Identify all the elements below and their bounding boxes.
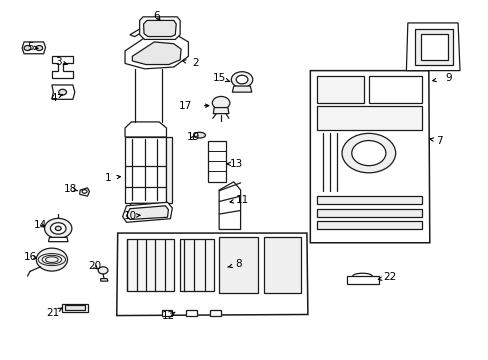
Ellipse shape — [82, 190, 87, 193]
Polygon shape — [140, 17, 180, 40]
Ellipse shape — [341, 134, 395, 173]
Text: 3: 3 — [55, 57, 61, 67]
Text: 9: 9 — [444, 73, 451, 83]
Text: 5: 5 — [27, 42, 34, 52]
Ellipse shape — [44, 219, 72, 238]
Bar — [316, 209, 421, 217]
Polygon shape — [101, 279, 108, 281]
Ellipse shape — [59, 89, 66, 95]
Text: 2: 2 — [192, 58, 199, 68]
Text: 18: 18 — [63, 184, 77, 194]
Polygon shape — [125, 33, 188, 69]
Polygon shape — [125, 122, 166, 137]
Ellipse shape — [231, 72, 252, 87]
Text: 8: 8 — [235, 259, 242, 269]
Polygon shape — [143, 21, 176, 37]
Text: 4: 4 — [50, 93, 57, 103]
Ellipse shape — [36, 248, 67, 271]
Bar — [210, 310, 221, 316]
Text: 6: 6 — [153, 11, 160, 21]
Bar — [316, 221, 421, 229]
Polygon shape — [126, 206, 168, 220]
Bar — [316, 107, 421, 130]
Ellipse shape — [236, 75, 247, 84]
Bar — [316, 76, 364, 103]
Polygon shape — [80, 188, 89, 196]
Ellipse shape — [193, 132, 205, 138]
Bar — [161, 310, 172, 316]
Ellipse shape — [212, 96, 229, 109]
Ellipse shape — [24, 45, 31, 50]
Bar — [219, 237, 258, 293]
Bar — [185, 310, 196, 316]
Polygon shape — [130, 21, 159, 37]
Bar — [125, 137, 166, 203]
Text: 17: 17 — [178, 102, 191, 112]
Polygon shape — [22, 42, 45, 54]
Bar — [127, 239, 173, 291]
Text: 11: 11 — [235, 195, 248, 205]
Polygon shape — [219, 182, 240, 229]
Text: 22: 22 — [383, 272, 396, 282]
Bar — [414, 30, 452, 64]
Polygon shape — [310, 71, 429, 243]
Polygon shape — [122, 202, 172, 222]
Bar — [346, 276, 378, 284]
Bar — [264, 237, 300, 293]
Text: 16: 16 — [24, 252, 38, 262]
Polygon shape — [213, 108, 228, 114]
Text: 20: 20 — [87, 261, 101, 271]
Polygon shape — [406, 23, 459, 71]
Polygon shape — [52, 56, 73, 78]
Ellipse shape — [55, 226, 61, 230]
Text: 14: 14 — [34, 220, 47, 230]
Text: 13: 13 — [229, 159, 243, 169]
Text: 21: 21 — [47, 308, 60, 318]
Ellipse shape — [98, 267, 108, 274]
Text: 10: 10 — [123, 211, 136, 221]
Polygon shape — [129, 203, 161, 208]
Polygon shape — [48, 237, 68, 242]
Bar — [166, 137, 172, 203]
Polygon shape — [232, 86, 251, 92]
Bar — [207, 140, 226, 182]
Bar — [180, 239, 214, 291]
Text: 15: 15 — [212, 73, 225, 83]
Ellipse shape — [36, 45, 42, 50]
Polygon shape — [52, 85, 75, 99]
Polygon shape — [132, 42, 181, 64]
Bar — [65, 305, 84, 310]
Bar — [61, 304, 88, 312]
Polygon shape — [117, 233, 307, 316]
Text: 1: 1 — [104, 173, 111, 183]
Text: 19: 19 — [186, 132, 200, 142]
Bar — [316, 196, 421, 204]
Text: 7: 7 — [435, 136, 442, 145]
Ellipse shape — [50, 223, 66, 234]
Text: 12: 12 — [162, 311, 175, 321]
Ellipse shape — [351, 140, 385, 166]
Bar — [420, 34, 447, 59]
Bar — [368, 76, 421, 103]
